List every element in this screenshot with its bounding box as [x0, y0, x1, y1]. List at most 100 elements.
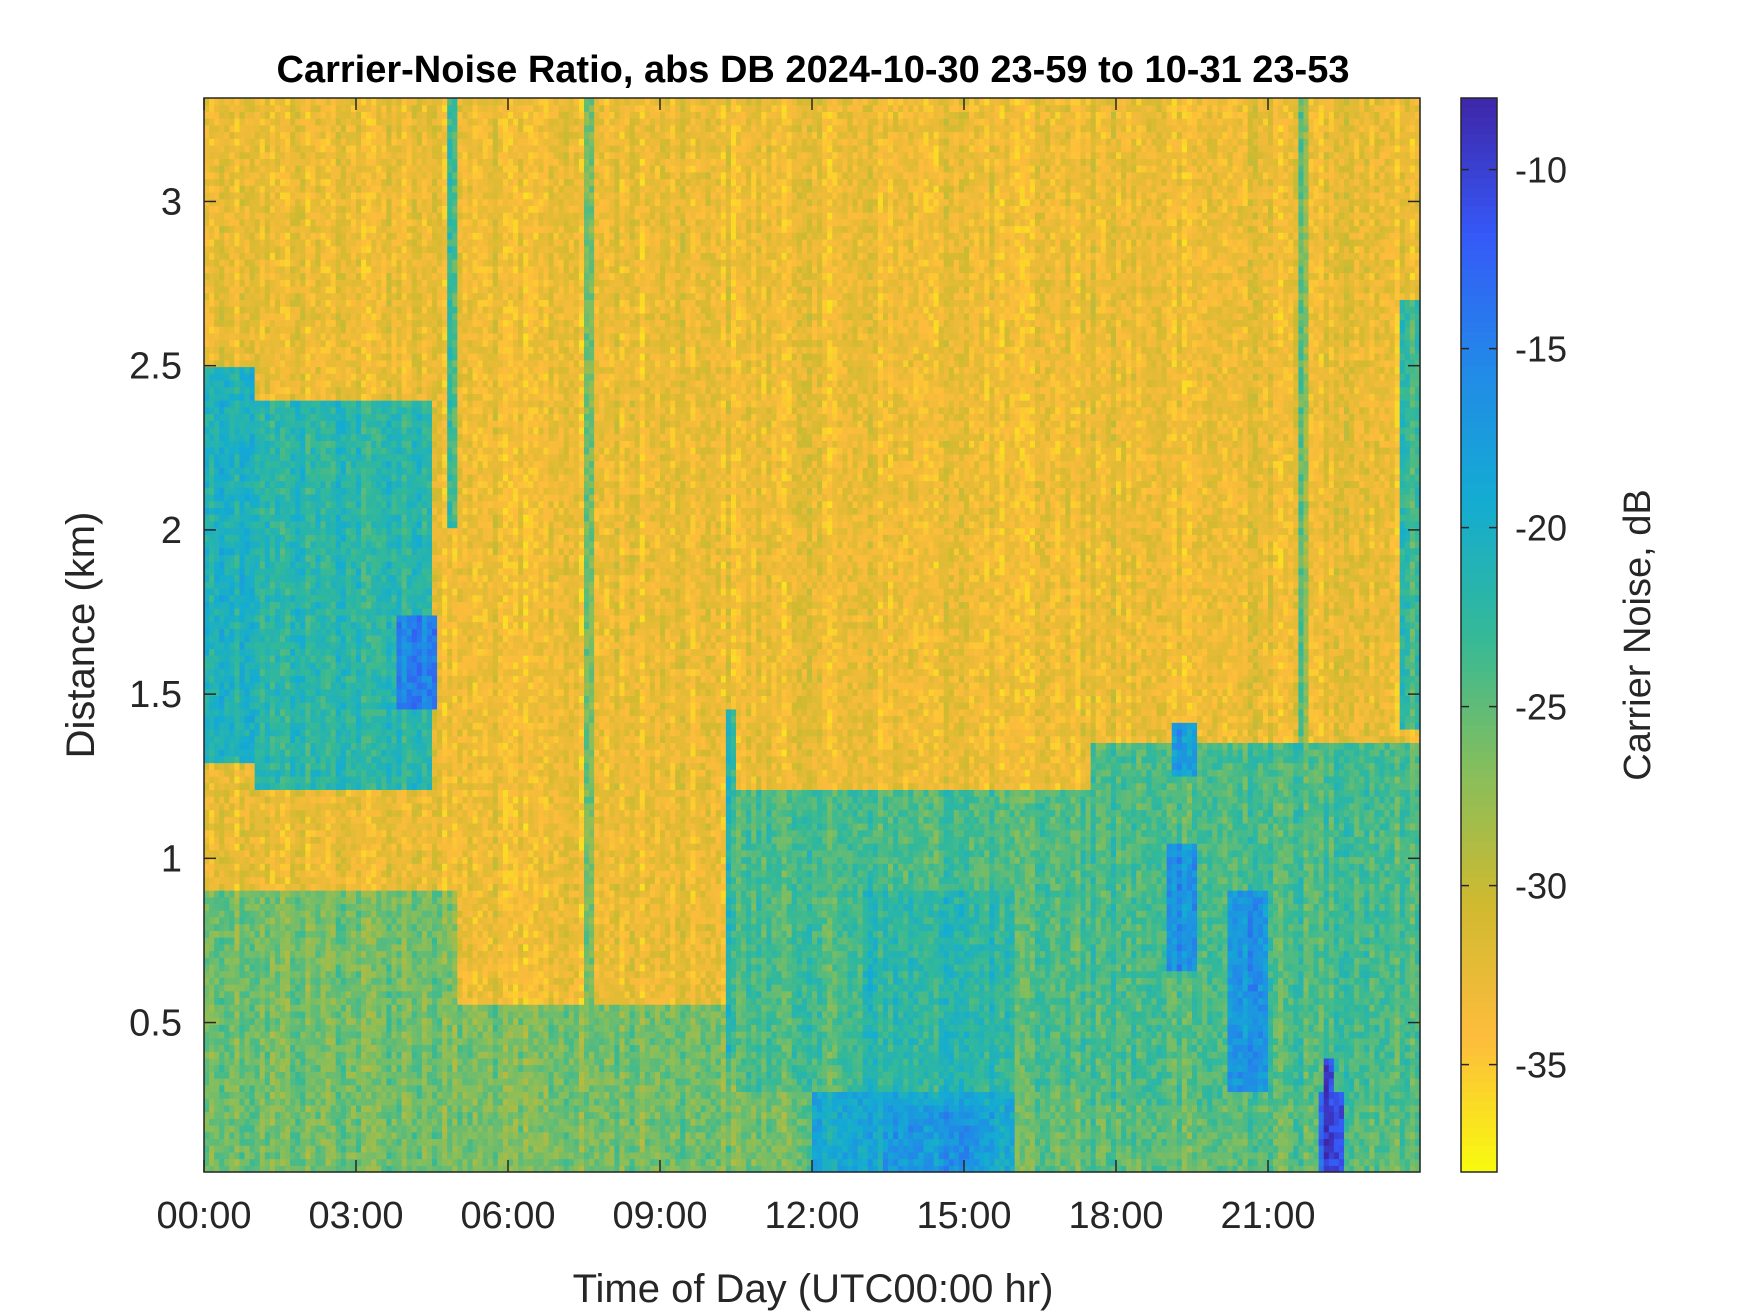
heatmap-cell: [224, 360, 230, 367]
heatmap-cell: [295, 850, 301, 857]
heatmap-cell: [214, 1152, 220, 1159]
heatmap-cell: [224, 655, 230, 662]
heatmap-cell: [310, 924, 316, 931]
heatmap-cell: [229, 722, 235, 729]
heatmap-cell: [229, 501, 235, 508]
heatmap-cell: [265, 152, 271, 159]
heatmap-cell: [265, 407, 271, 414]
heatmap-cell: [275, 702, 281, 709]
heatmap-cell: [214, 541, 220, 548]
heatmap-cell: [285, 172, 291, 179]
heatmap-cell: [234, 367, 240, 374]
heatmap-cell: [234, 1105, 240, 1112]
heatmap-cell: [295, 145, 301, 152]
heatmap-cell: [255, 796, 261, 803]
heatmap-cell: [295, 763, 301, 770]
heatmap-cell: [234, 1118, 240, 1125]
heatmap-cell: [239, 857, 245, 864]
heatmap-cell: [280, 279, 286, 286]
heatmap-cell: [270, 924, 276, 931]
heatmap-cell: [285, 413, 291, 420]
heatmap-cell: [204, 333, 210, 340]
heatmap-cell: [204, 192, 210, 199]
heatmap-cell: [305, 360, 311, 367]
heatmap-cell: [239, 1138, 245, 1145]
heatmap-cell: [250, 1105, 256, 1112]
heatmap-cell: [255, 259, 261, 266]
heatmap-cell: [214, 132, 220, 139]
heatmap-cell: [219, 648, 225, 655]
heatmap-cell: [209, 796, 215, 803]
heatmap-cell: [295, 803, 301, 810]
heatmap-cell: [219, 628, 225, 635]
heatmap-cell: [275, 796, 281, 803]
heatmap-cell: [255, 279, 261, 286]
heatmap-cell: [260, 541, 266, 548]
heatmap-cell: [219, 977, 225, 984]
heatmap-cell: [300, 1058, 306, 1065]
heatmap-cell: [285, 803, 291, 810]
heatmap-cell: [234, 185, 240, 192]
heatmap-cell: [300, 904, 306, 911]
heatmap-cell: [300, 494, 306, 501]
heatmap-cell: [204, 226, 210, 233]
heatmap-cell: [219, 474, 225, 481]
heatmap-cell: [245, 769, 251, 776]
heatmap-cell: [310, 1112, 316, 1119]
heatmap-cell: [290, 1132, 296, 1139]
heatmap-cell: [305, 796, 311, 803]
heatmap-cell: [255, 293, 261, 300]
heatmap-cell: [265, 514, 271, 521]
heatmap-cell: [245, 964, 251, 971]
heatmap-cell: [214, 722, 220, 729]
heatmap-cell: [260, 575, 266, 582]
heatmap-cell: [290, 937, 296, 944]
heatmap-cell: [280, 179, 286, 186]
heatmap-cell: [245, 608, 251, 615]
heatmap-cell: [285, 273, 291, 280]
heatmap-cell: [305, 1125, 311, 1132]
heatmap-cell: [255, 286, 261, 293]
heatmap-cell: [305, 682, 311, 689]
heatmap-cell: [300, 1098, 306, 1105]
heatmap-cell: [265, 199, 271, 206]
heatmap-cell: [239, 722, 245, 729]
heatmap-cell: [300, 1132, 306, 1139]
heatmap-cell: [214, 850, 220, 857]
heatmap-cell: [245, 1078, 251, 1085]
heatmap-cell: [260, 830, 266, 837]
heatmap-cell: [209, 306, 215, 313]
heatmap-cell: [270, 273, 276, 280]
heatmap-cell: [275, 991, 281, 998]
heatmap-cell: [265, 655, 271, 662]
heatmap-cell: [305, 367, 311, 374]
heatmap-cell: [275, 293, 281, 300]
heatmap-cell: [270, 252, 276, 259]
heatmap-cell: [305, 1091, 311, 1098]
heatmap-cell: [265, 910, 271, 917]
heatmap-cell: [265, 776, 271, 783]
heatmap-cell: [255, 199, 261, 206]
heatmap-cell: [219, 863, 225, 870]
heatmap-cell: [209, 179, 215, 186]
heatmap-cell: [239, 749, 245, 756]
heatmap-cell: [239, 454, 245, 461]
heatmap-cell: [290, 420, 296, 427]
heatmap-cell: [295, 883, 301, 890]
heatmap-cell: [239, 98, 245, 105]
heatmap-cell: [239, 1004, 245, 1011]
heatmap-cell: [234, 749, 240, 756]
heatmap-cell: [219, 971, 225, 978]
heatmap-cell: [214, 709, 220, 716]
heatmap-cell: [204, 789, 210, 796]
heatmap-cell: [305, 1112, 311, 1119]
heatmap-cell: [229, 252, 235, 259]
heatmap-cell: [209, 1118, 215, 1125]
heatmap-cell: [275, 487, 281, 494]
heatmap-cell: [214, 1078, 220, 1085]
heatmap-cell: [275, 904, 281, 911]
heatmap-cell: [280, 843, 286, 850]
heatmap-cell: [295, 293, 301, 300]
heatmap-cell: [229, 917, 235, 924]
heatmap-cell: [290, 454, 296, 461]
